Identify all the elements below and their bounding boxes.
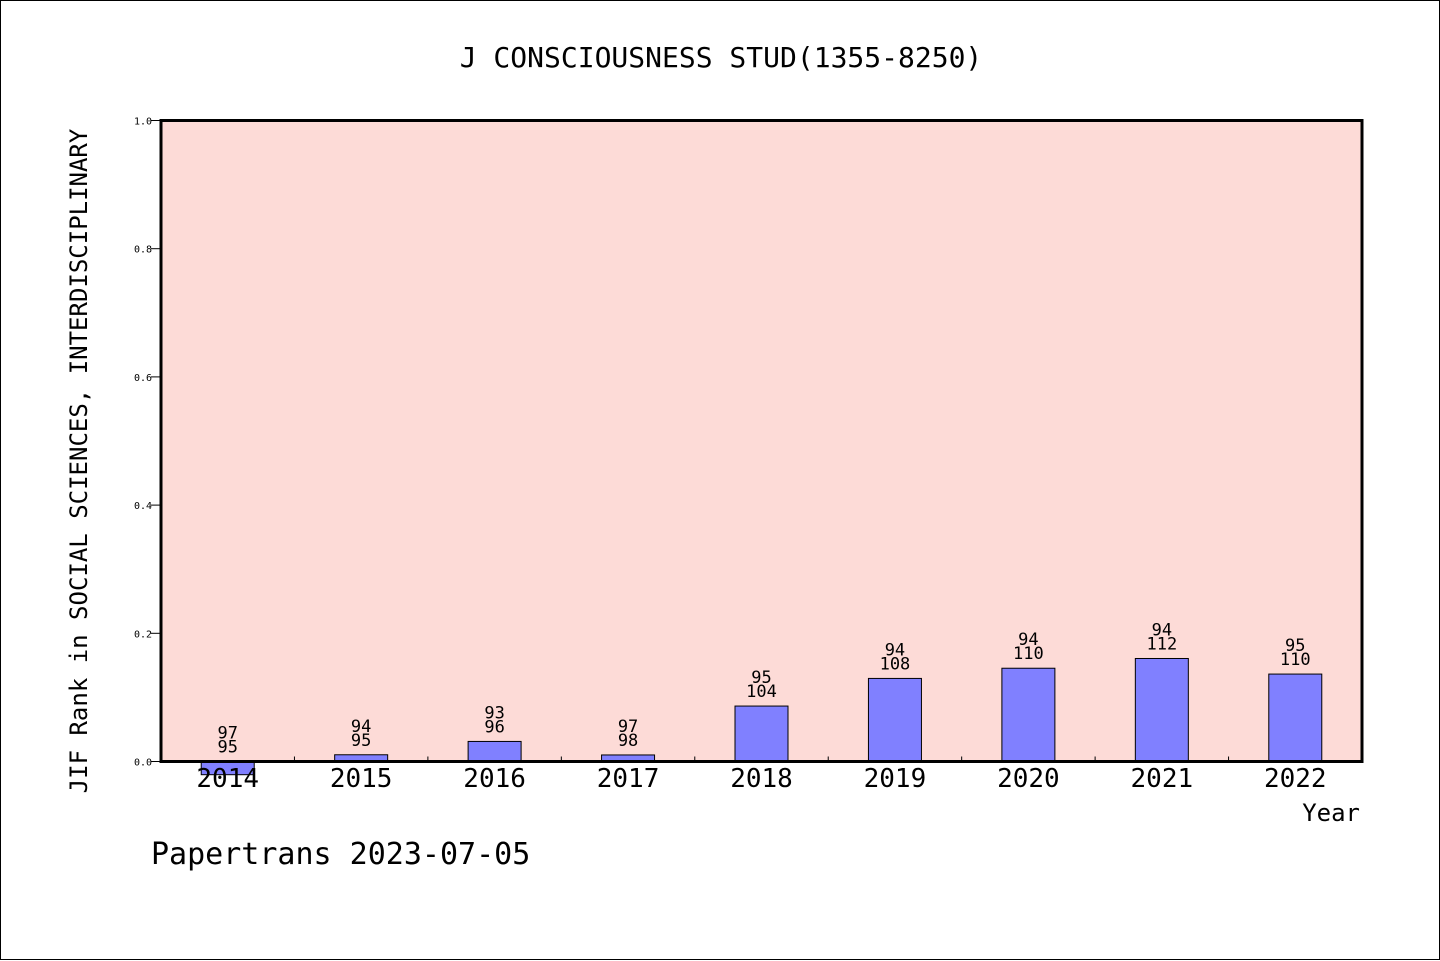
footer-date-credit: Papertrans 2023-07-05 [151,837,530,872]
plot-area [161,120,1362,762]
x-tick-label-2016: 2016 [463,764,526,794]
y-tick-label-0.8: 0.8 [134,245,152,256]
y-tick-label-1.0: 1.0 [134,117,152,128]
bar-total-label-2016: 96 [484,717,504,737]
bar-total-label-2015: 95 [351,731,371,751]
bar-2022 [1268,673,1323,763]
x-tick-label-2017: 2017 [597,764,660,794]
y-tick-label-0.4: 0.4 [134,501,152,512]
bar-rank-label-2019: 94 [885,640,905,660]
x-tick-label-2022: 2022 [1264,764,1327,794]
y-tick-label-0.6: 0.6 [134,373,152,384]
bar-total-label-2021: 112 [1146,634,1177,654]
x-ticks-group: 2014 2015 2016 2017 2018 2019 2020 2021 2022 [196,756,1327,794]
y-ticks-group: 0.0 0.2 0.4 0.6 0.8 1.0 [134,117,161,769]
x-tick-label-2021: 2021 [1131,764,1194,794]
bar-2018 [734,705,789,763]
x-tick-label-2014: 2014 [196,764,259,794]
bar-rank-label-2022: 95 [1285,636,1305,656]
bar-rank-label-2014: 97 [217,724,237,744]
bar-rank-label-2018: 95 [751,668,771,688]
bar-total-label-2020: 110 [1013,644,1044,664]
y-axis-label: JIF Rank in SOCIAL SCIENCES, INTERDISCIP… [65,128,93,793]
bars-group [200,657,1323,776]
bar-total-label-2019: 108 [880,654,911,674]
bar-total-label-2022: 110 [1280,650,1311,670]
plot-border [159,119,1364,763]
bar-rank-label-2017: 97 [618,717,638,737]
x-tick-label-2019: 2019 [864,764,927,794]
bar-rank-label-2020: 94 [1018,630,1038,650]
chart-title: J CONSCIOUSNESS STUD(1355-8250) [460,41,983,74]
bar-rank-label-2021: 94 [1152,620,1172,640]
bar-2021 [1134,657,1189,762]
x-tick-label-2018: 2018 [730,764,793,794]
bar-rank-label-2016: 93 [484,703,504,723]
y-tick-label-0.2: 0.2 [134,629,152,640]
y-tick-label-0.0: 0.0 [134,758,152,769]
bar-2020 [1001,667,1056,762]
bar-total-label-2014: 95 [217,738,237,758]
x-tick-label-2015: 2015 [330,764,393,794]
bar-rank-label-2015: 94 [351,717,371,737]
bar-2019 [867,677,922,762]
x-tick-label-2020: 2020 [997,764,1060,794]
bar-2016 [467,740,522,763]
bar-total-label-2018: 104 [746,682,777,702]
bar-total-label-2017: 98 [618,731,638,751]
x-axis-label: Year [1302,799,1360,827]
